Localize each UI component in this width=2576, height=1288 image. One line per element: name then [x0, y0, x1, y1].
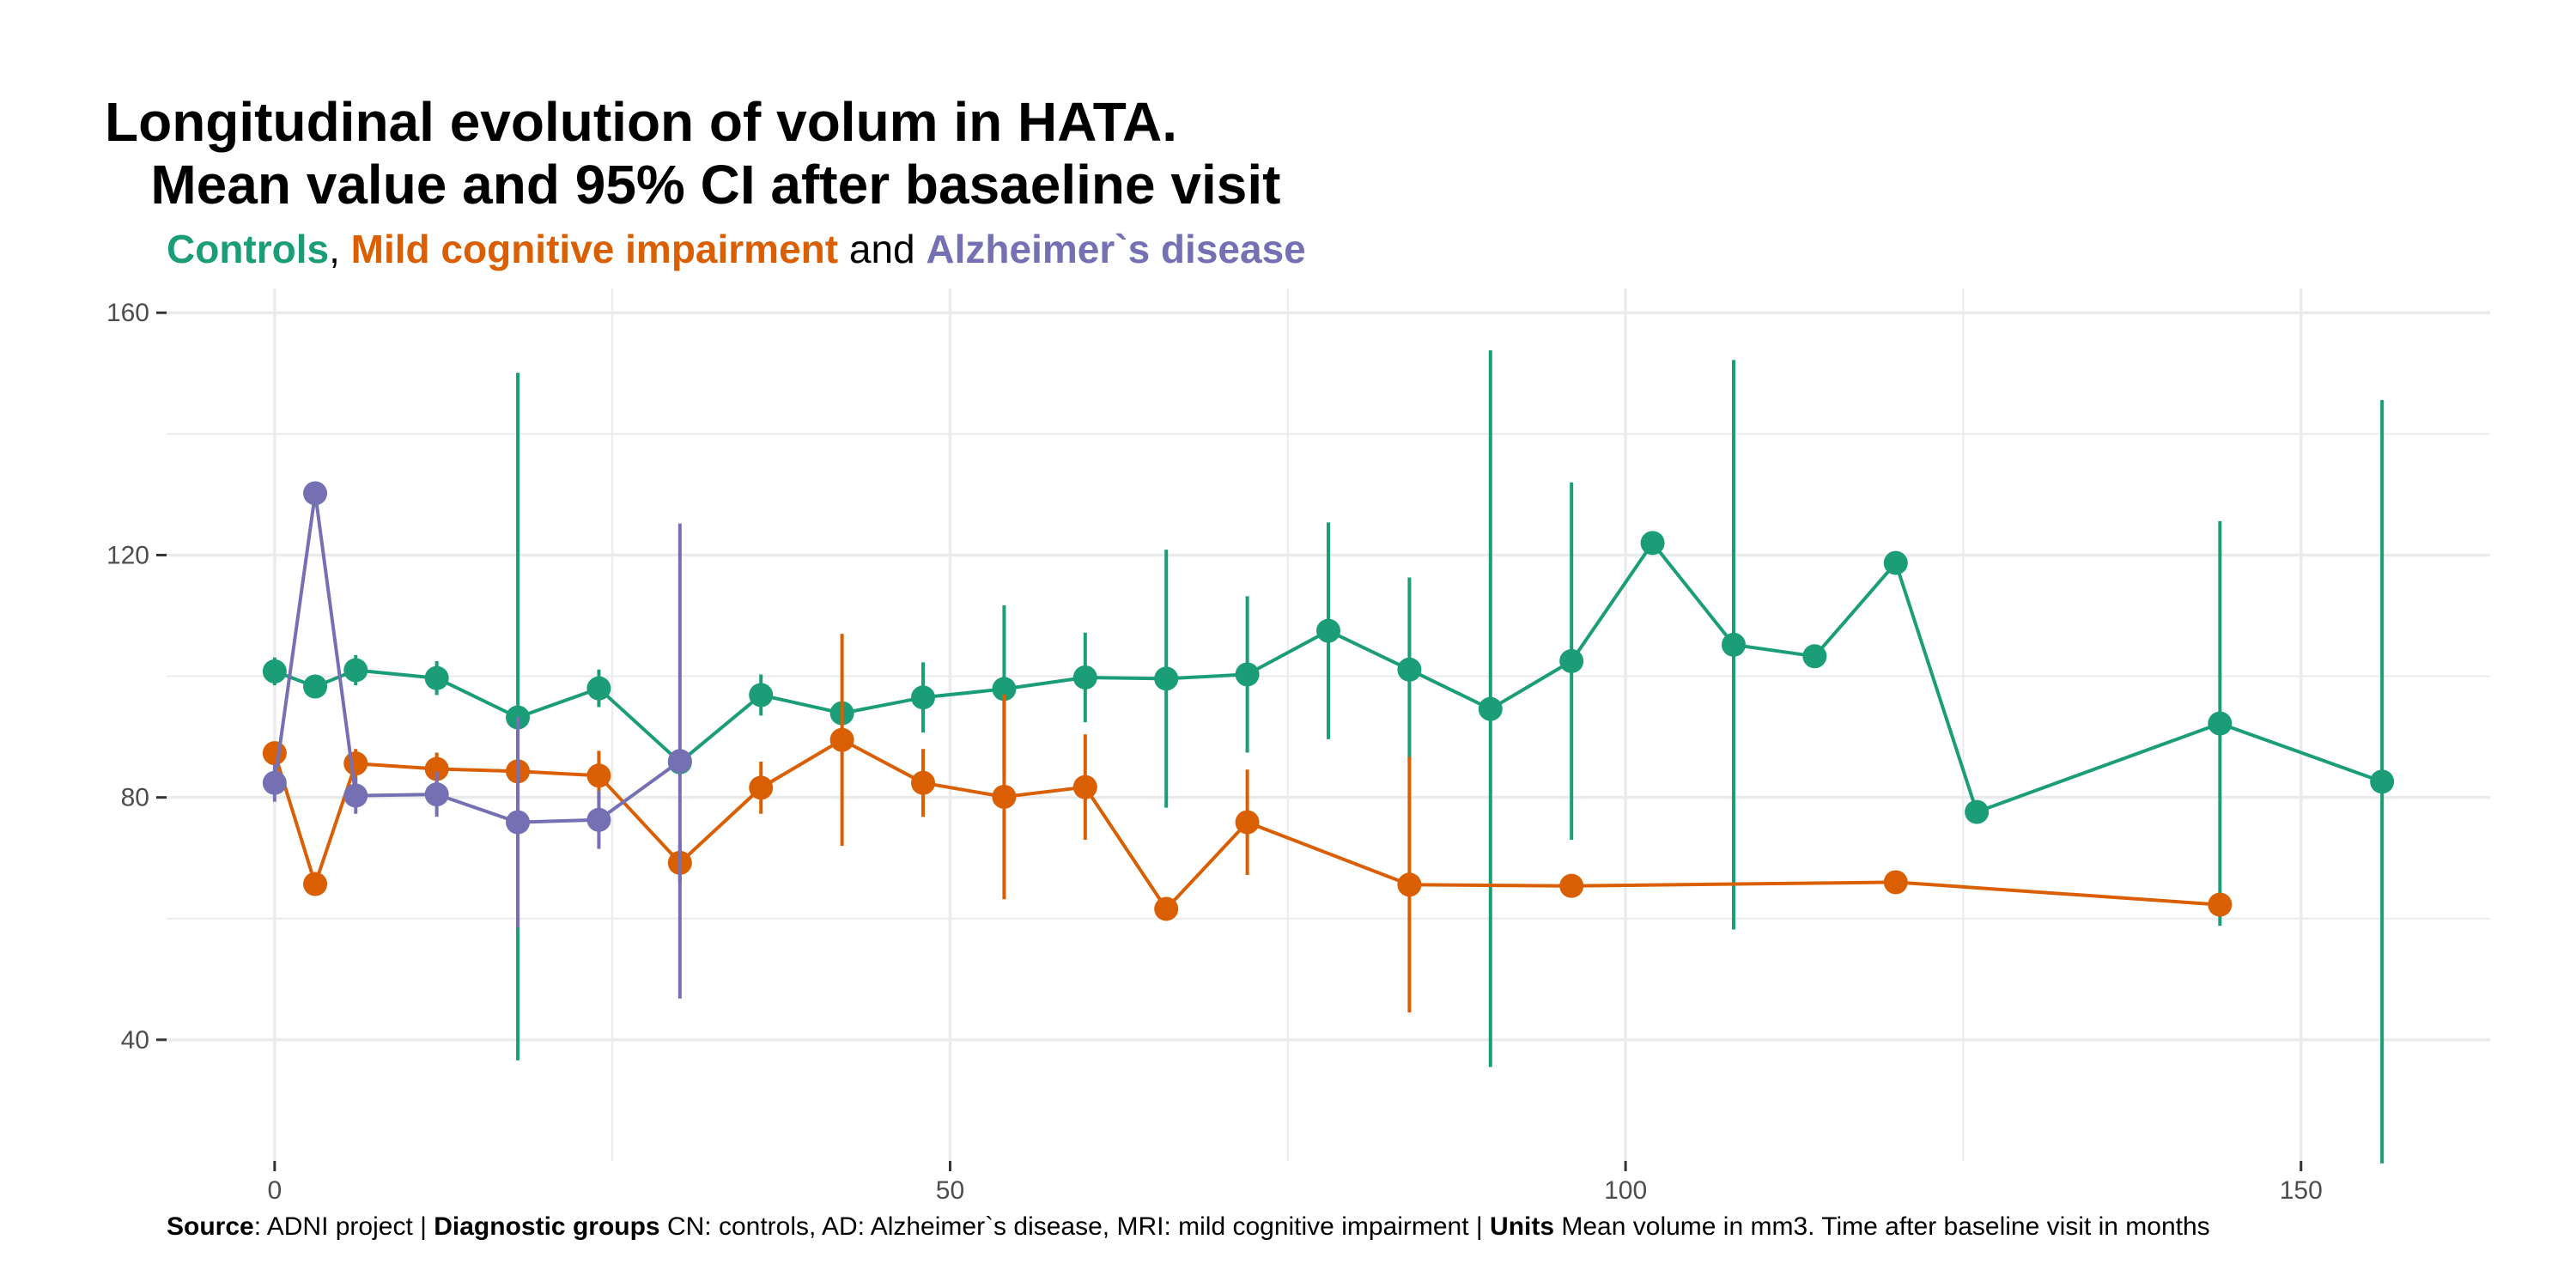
data-point [586, 763, 611, 788]
data-point [1235, 662, 1260, 687]
legend-separator: , [329, 227, 351, 271]
caption-units-text: Mean volume in mm3. Time after baseline … [1554, 1212, 2210, 1241]
data-point [1721, 632, 1746, 657]
caption-source-label: Source [167, 1212, 254, 1241]
data-point [1965, 799, 1990, 824]
y-tick-label: 160 [106, 299, 149, 327]
data-point [343, 658, 368, 683]
data-point [1478, 696, 1503, 721]
data-point [424, 756, 449, 781]
data-point [911, 770, 936, 795]
data-point [1559, 873, 1584, 898]
x-tick-label: 100 [1604, 1176, 1647, 1205]
data-point [262, 659, 287, 683]
data-point [1397, 872, 1422, 897]
data-point [343, 751, 368, 776]
data-point [911, 685, 936, 710]
data-point [506, 810, 531, 835]
chart-subtitle-legend: Controls, Mild cognitive impairment and … [167, 225, 1306, 273]
y-tick-label: 120 [106, 541, 149, 569]
data-point [586, 676, 611, 701]
data-point [749, 683, 774, 708]
data-point [424, 665, 449, 690]
data-point [2208, 711, 2233, 736]
y-tick-label: 40 [121, 1026, 149, 1054]
data-point [1640, 531, 1665, 556]
data-point [1154, 896, 1179, 921]
x-tick-label: 50 [936, 1176, 964, 1205]
legend-separator: and [838, 227, 927, 271]
data-point [262, 741, 287, 766]
data-point [2208, 892, 2233, 917]
data-point [1072, 665, 1097, 690]
data-point [262, 770, 287, 795]
data-point [829, 727, 854, 752]
data-point [303, 481, 328, 506]
data-point [667, 749, 692, 774]
data-point [424, 782, 449, 807]
data-point [1397, 657, 1422, 682]
data-point [1316, 618, 1340, 643]
data-point [1559, 648, 1584, 673]
series-line [272, 738, 2221, 911]
data-point [1154, 666, 1179, 691]
caption-groups-label: Diagnostic groups [434, 1212, 660, 1241]
data-point [2370, 769, 2395, 794]
data-point [749, 775, 774, 800]
data-point [1802, 644, 1827, 669]
data-point [303, 872, 328, 896]
legend-mci: Mild cognitive impairment [350, 227, 839, 271]
series-controls [262, 349, 2395, 1163]
caption-groups-text: CN: controls, AD: Alzheimer`s disease, M… [659, 1212, 1491, 1241]
data-point [1235, 810, 1260, 835]
series-line [272, 491, 681, 824]
data-point [343, 783, 368, 808]
legend-ad: Alzheimer`s disease [926, 227, 1306, 271]
data-point [1883, 550, 1908, 575]
x-tick-label: 150 [2280, 1176, 2323, 1205]
legend-controls: Controls [167, 227, 330, 271]
chart-caption: Source: ADNI project | Diagnostic groups… [167, 1212, 2210, 1242]
series-ad [262, 481, 692, 999]
chart-title: Longitudinal evolution of volum in HATA.… [105, 91, 1281, 216]
y-tick-label: 80 [121, 784, 149, 812]
data-point [586, 807, 611, 832]
caption-units-label: Units [1490, 1212, 1555, 1241]
data-point [992, 784, 1017, 809]
x-tick-label: 0 [268, 1176, 283, 1205]
data-point [1883, 870, 1908, 895]
data-point [992, 677, 1017, 702]
caption-source-text: : ADNI project | [253, 1212, 434, 1241]
data-point [1072, 775, 1097, 799]
data-point [303, 674, 328, 699]
